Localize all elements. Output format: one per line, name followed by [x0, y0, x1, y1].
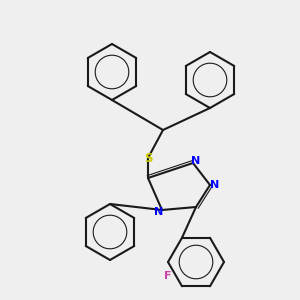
Text: S: S — [144, 152, 152, 164]
Text: N: N — [210, 180, 220, 190]
Text: N: N — [154, 207, 164, 217]
Text: F: F — [164, 271, 172, 281]
Text: N: N — [191, 156, 201, 166]
